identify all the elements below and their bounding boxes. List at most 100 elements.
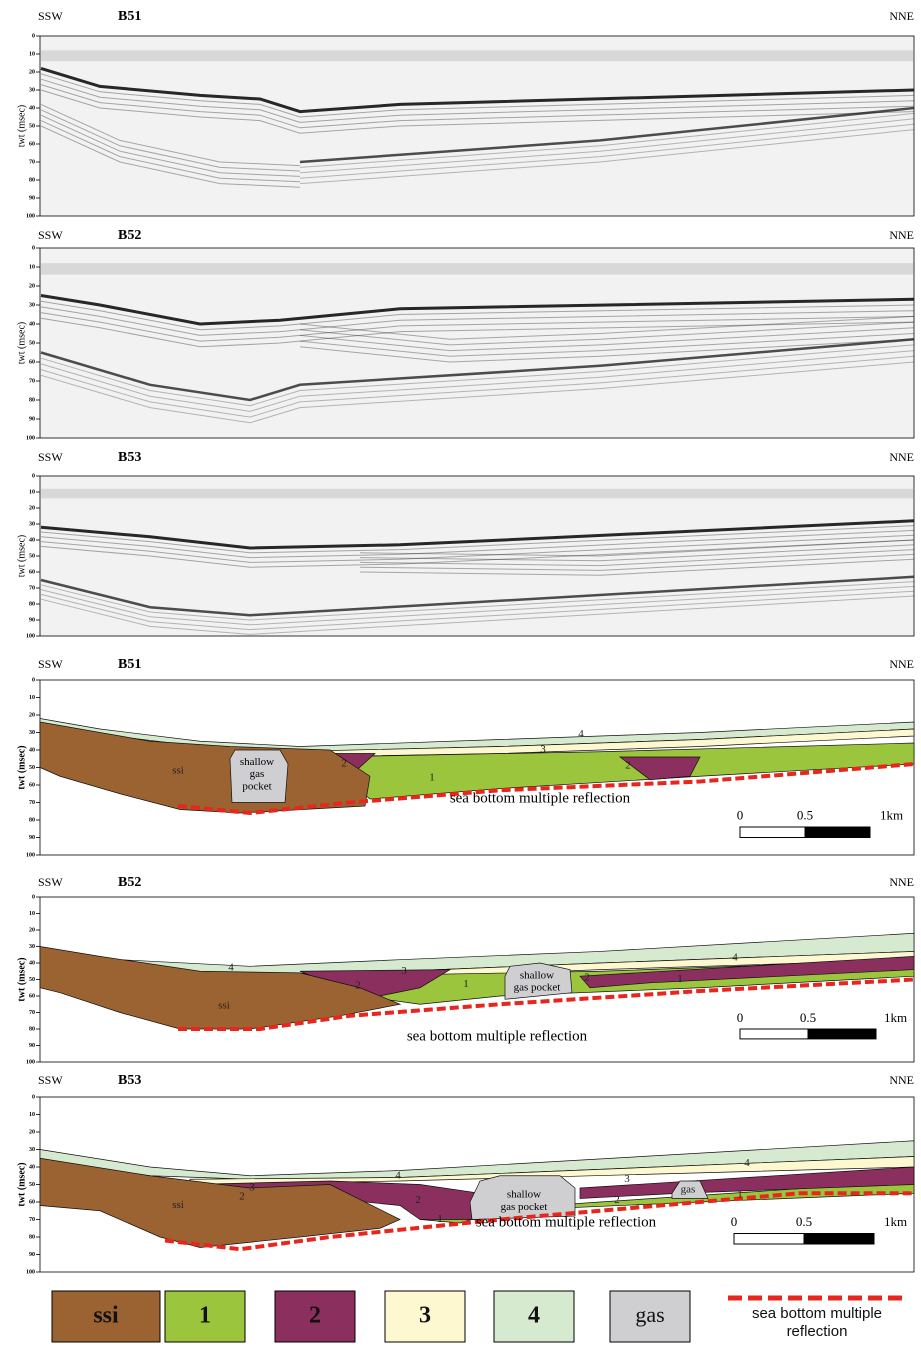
y-tick-label: 40 — [29, 321, 35, 327]
unit-label: 2 — [239, 1190, 245, 1202]
unit-label: 1 — [437, 1213, 443, 1225]
reflector — [359, 544, 915, 562]
y-tick-label: 20 — [29, 69, 35, 75]
scale-label: 0.5 — [800, 1010, 816, 1025]
y-axis-label: twt (msec) — [16, 322, 27, 365]
y-tick-label: 60 — [29, 993, 35, 999]
y-tick-label: 0 — [32, 894, 35, 900]
y-tick-label: 70 — [29, 159, 35, 165]
scale-label: 1km — [884, 1010, 907, 1025]
reflector — [40, 125, 301, 188]
y-tick-label: 90 — [29, 416, 35, 422]
y-tick-label: 20 — [29, 283, 35, 289]
y-tick-label: 10 — [29, 1112, 35, 1118]
y-tick-label: 100 — [26, 852, 35, 858]
y-tick-label: 50 — [29, 553, 35, 559]
direction-label: NNE — [889, 9, 914, 23]
reflector — [40, 595, 915, 635]
y-tick-label: 30 — [29, 730, 35, 736]
y-tick-label: 10 — [29, 51, 35, 57]
y-axis-label: twt (msec) — [16, 957, 27, 1001]
reflector — [40, 312, 915, 342]
scale-label: 0 — [737, 807, 744, 822]
y-tick-label: 80 — [29, 1234, 35, 1240]
reflector — [40, 103, 301, 167]
scale-label: 0 — [731, 1214, 738, 1229]
reflector — [40, 306, 915, 336]
reflector — [40, 337, 915, 402]
legend-swatch — [51, 1290, 161, 1343]
y-tick-label: 40 — [29, 105, 35, 111]
reflector — [40, 355, 915, 418]
unit-label: 4 — [744, 1157, 750, 1169]
sea-bottom-multiple — [178, 977, 915, 1031]
scale-bar — [807, 1028, 877, 1040]
y-tick-label: 0 — [32, 1094, 35, 1100]
reflector — [359, 549, 915, 567]
y-tick-label: 70 — [29, 378, 35, 384]
unit-label: 4 — [578, 728, 584, 740]
direction-label: NNE — [889, 657, 914, 671]
reflector — [40, 84, 915, 129]
y-tick-label: 50 — [29, 340, 35, 346]
y-tick-label: 100 — [26, 1059, 35, 1065]
seismic-section — [39, 247, 915, 439]
multiple-label: sea bottom multiple reflection — [407, 1029, 588, 1045]
unit-label: 3 — [249, 1182, 255, 1194]
reflector — [40, 534, 915, 563]
y-tick-label: 30 — [29, 87, 35, 93]
y-axis-label: twt (msec) — [16, 105, 27, 148]
y-tick-label: 90 — [29, 835, 35, 841]
legend-swatch — [493, 1290, 575, 1343]
y-tick-label: 40 — [29, 1164, 35, 1170]
unit-2 — [579, 1166, 915, 1199]
scale-bar — [739, 1028, 809, 1040]
unit-label: 1 — [677, 973, 683, 985]
y-tick-label: 60 — [29, 782, 35, 788]
y-tick-label: 80 — [29, 1026, 35, 1032]
reflector — [40, 300, 915, 331]
y-tick-label: 20 — [29, 1129, 35, 1135]
unit-label: 4 — [228, 961, 234, 973]
y-tick-label: 60 — [29, 1199, 35, 1205]
reflector — [40, 109, 301, 172]
direction-label: SSW — [38, 450, 63, 464]
scale-bar — [804, 826, 871, 838]
y-tick-label: 20 — [29, 927, 35, 933]
unit-2 — [618, 756, 701, 781]
gas-pocket-label: gas pocket — [514, 981, 561, 993]
y-tick-label: 20 — [29, 712, 35, 718]
reflector — [299, 129, 915, 185]
unit-2 — [579, 956, 915, 989]
reflector — [359, 539, 915, 557]
reflector — [299, 315, 915, 340]
unit-label: 2 — [355, 980, 361, 992]
reflector — [40, 294, 915, 326]
y-tick-label: 80 — [29, 817, 35, 823]
gas-pocket-label: pocket — [242, 780, 271, 792]
legend-swatch — [384, 1290, 466, 1343]
y-tick-label: 30 — [29, 1147, 35, 1153]
unit-label: 2 — [341, 758, 347, 770]
y-tick-label: 70 — [29, 800, 35, 806]
y-tick-label: 90 — [29, 195, 35, 201]
y-tick-label: 0 — [32, 473, 35, 479]
reflector — [40, 73, 915, 118]
legend-label: 3 — [419, 1303, 431, 1329]
multiple-label: sea bottom multiple reflection — [476, 1214, 657, 1230]
unit-label: 3 — [401, 965, 407, 977]
reflector — [40, 89, 915, 134]
multiple-label: sea bottom multiple reflection — [450, 790, 631, 806]
legend-swatch — [164, 1290, 246, 1343]
sea-bottom-multiple — [164, 1191, 914, 1252]
unit-label: 2 — [614, 1194, 620, 1206]
scale-bar — [739, 826, 806, 838]
y-tick-label: 70 — [29, 1217, 35, 1223]
legend-swatch — [274, 1290, 356, 1343]
y-tick-label: 80 — [29, 601, 35, 607]
reflector — [299, 338, 915, 363]
y-tick-label: 90 — [29, 1043, 35, 1049]
reflector — [40, 344, 915, 407]
profile-title: B53 — [118, 1073, 141, 1088]
